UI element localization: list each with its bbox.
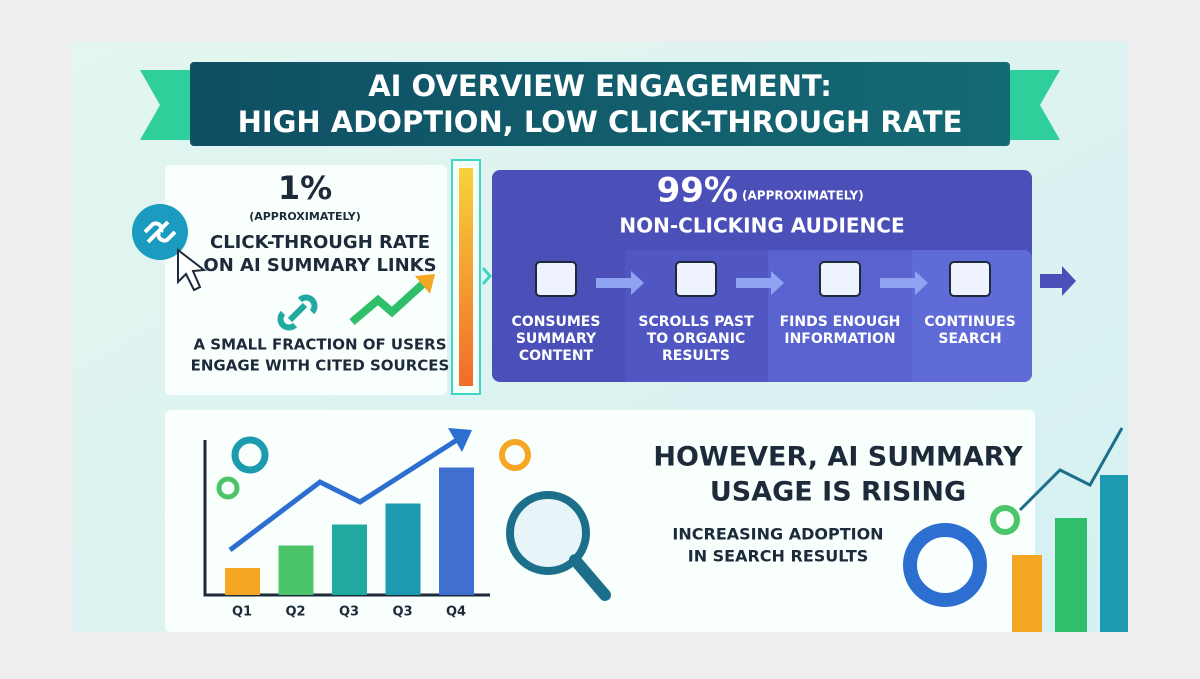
- label: NON-CLICKING AUDIENCE: [619, 214, 904, 238]
- magnifier-handle: [569, 554, 611, 601]
- step-label: CONTINUES: [924, 314, 1015, 330]
- ribbon-end: [140, 70, 200, 140]
- note: ENGAGE WITH CITED SOURCES: [191, 357, 450, 375]
- step-label: RESULTS: [662, 348, 730, 364]
- left-card: [165, 165, 447, 395]
- title: HIGH ADOPTION, LOW CLICK-THROUGH RATE: [238, 105, 963, 139]
- trend-icon: [349, 279, 428, 326]
- bar: [332, 524, 367, 595]
- gear: [903, 523, 987, 607]
- x-tick-label: Q3: [392, 605, 412, 620]
- ribbon-end: [1000, 70, 1060, 140]
- x-tick-label: Q4: [446, 605, 466, 620]
- subheading: IN SEARCH RESULTS: [688, 547, 869, 566]
- x-tick-label: Q3: [339, 605, 359, 620]
- gear: [990, 505, 1020, 535]
- trend-arrow: [448, 428, 472, 452]
- qualifier: (APPROXIMATELY): [742, 189, 864, 203]
- arrow-out: [1040, 266, 1076, 296]
- step-label: CONSUMES: [512, 314, 601, 330]
- step-label: SEARCH: [938, 331, 1001, 347]
- chart: Q1 Q2 Q3 Q3 Q4: [203, 428, 490, 620]
- label: ON AI SUMMARY LINKS: [203, 255, 436, 276]
- deco-bar: [1100, 475, 1128, 632]
- trend-line: [228, 435, 462, 552]
- step-arrow: [596, 271, 644, 295]
- step-label: SUMMARY: [516, 331, 597, 347]
- step-label: INFORMATION: [784, 331, 895, 347]
- x-tick-label: Q1: [232, 605, 252, 620]
- note: A SMALL FRACTION OF USERS: [193, 336, 446, 354]
- title-ribbon: [190, 62, 1010, 146]
- step-bg: [912, 250, 1032, 382]
- stat: 1%: [278, 169, 332, 207]
- heading: USAGE IS RISING: [710, 477, 966, 508]
- step-label: SCROLLS PAST: [638, 314, 754, 330]
- link-glyph: [143, 220, 177, 244]
- bottom-card: [165, 410, 1035, 632]
- gear: [231, 436, 269, 474]
- step-icon: [675, 261, 717, 297]
- trend-arrow: [415, 274, 435, 294]
- qualifier: (APPROXIMATELY): [249, 210, 361, 223]
- deco-line: [1018, 427, 1124, 512]
- deco-bar: [1012, 555, 1042, 632]
- title: AI OVERVIEW ENGAGEMENT:: [368, 69, 832, 103]
- magnifier: [506, 491, 590, 575]
- chain-icon: [277, 294, 318, 331]
- bar: [278, 545, 314, 595]
- cursor: [177, 247, 207, 292]
- gear: [216, 476, 240, 500]
- bar: [225, 568, 260, 595]
- stat: 99%: [657, 171, 738, 211]
- subheading: INCREASING ADOPTION: [672, 525, 883, 544]
- step-label: CONTENT: [519, 348, 594, 364]
- label: CLICK-THROUGH RATE: [210, 232, 430, 253]
- step-icon: [535, 261, 577, 297]
- step-label: FINDS ENOUGH: [780, 314, 901, 330]
- deco-bar: [1055, 518, 1087, 632]
- step-arrow: [736, 271, 784, 295]
- chevron: [481, 267, 492, 285]
- step-icon: [949, 261, 991, 297]
- progress-bar: [459, 168, 473, 386]
- step-label: TO ORGANIC: [647, 331, 746, 347]
- x-tick-label: Q2: [285, 605, 305, 620]
- step-arrow: [880, 271, 928, 295]
- gear: [499, 439, 531, 471]
- step-icon: [819, 261, 861, 297]
- heading: HOWEVER, AI SUMMARY: [653, 442, 1023, 473]
- bar: [439, 467, 474, 595]
- bar: [385, 503, 421, 595]
